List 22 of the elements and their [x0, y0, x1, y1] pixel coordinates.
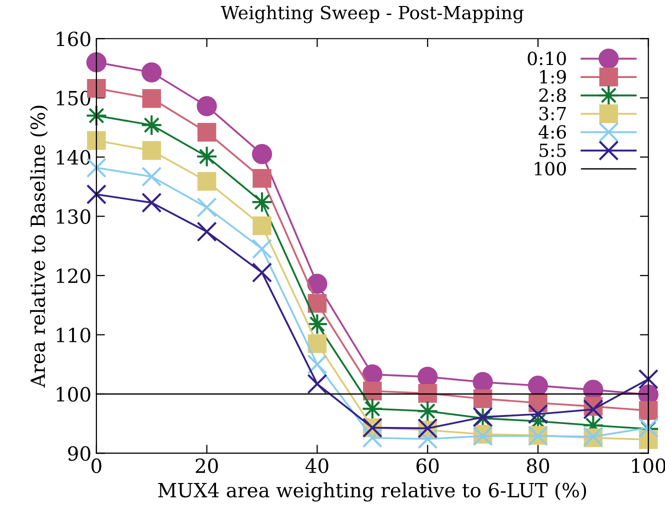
y-tick-label: 160	[56, 32, 90, 46]
x-tick-label: 40	[305, 458, 328, 474]
chart-title: Weighting Sweep - Post-Mapping	[220, 5, 524, 24]
legend-label: 4:6	[538, 125, 566, 139]
legend-label: 0:10	[528, 52, 566, 66]
legend-label: 3:7	[539, 106, 566, 120]
legend-label: 2:8	[539, 88, 566, 102]
legend-label: 1:9	[540, 70, 566, 84]
y-tick-label: 90	[68, 446, 90, 461]
legend-label: 5:5	[540, 144, 566, 158]
y-tick-label: 100	[56, 386, 90, 402]
y-axis-title: Area relative to Baseline (%)	[30, 106, 48, 388]
y-tick-label: 120	[56, 268, 90, 284]
x-axis-title: MUX4 area weighting relative to 6-LUT (%)	[158, 482, 586, 502]
x-tick-label: 0	[92, 458, 102, 474]
y-tick-label: 110	[56, 328, 90, 342]
x-tick-label: 60	[416, 458, 439, 474]
x-tick-label: 20	[196, 458, 218, 474]
y-tick-label: 130	[56, 209, 90, 224]
x-tick-label: 80	[526, 458, 550, 474]
y-tick-label: 140	[56, 150, 90, 165]
legend-label: 100	[534, 162, 566, 176]
